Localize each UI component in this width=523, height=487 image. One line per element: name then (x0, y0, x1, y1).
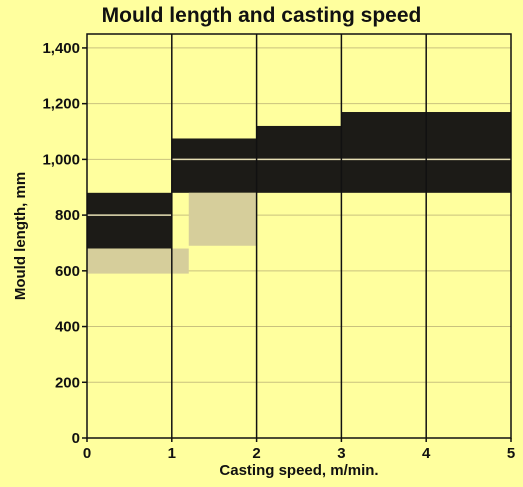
y-axis-title: Mould length, mm (12, 172, 29, 300)
plot-frame (86, 33, 512, 439)
vertical-grid-layer (171, 34, 427, 438)
grid-layer (87, 47, 511, 383)
x-tick-label: 3 (337, 445, 345, 462)
x-tick-label: 2 (252, 445, 260, 462)
x-tick-label: 1 (168, 445, 176, 462)
dark-band-0 (87, 192, 172, 249)
y-tick-label: 800 (55, 207, 80, 224)
y-tick-label: 0 (72, 430, 80, 447)
chart-title: Mould length and casting speed (101, 4, 422, 27)
tick-label-layer: 0 200 400 600 800 1,000 1,200 1,400 0 1 2 3 4 5 (42, 40, 515, 462)
y-tick-label: 400 (55, 319, 80, 336)
dark-band-1 (171, 138, 257, 193)
y-tick-label: 1,400 (42, 40, 80, 57)
light-band-0 (87, 248, 189, 274)
x-tick-label: 0 (83, 445, 91, 462)
y-tick-label: 600 (55, 263, 80, 280)
x-tick-label: 4 (422, 445, 431, 462)
x-tick-label: 5 (507, 445, 515, 462)
x-axis-title: Casting speed, m/min. (219, 462, 378, 479)
y-tick-label: 200 (55, 374, 80, 391)
y-tick-label: 1,000 (42, 151, 80, 168)
y-tick-label: 1,200 (42, 96, 80, 113)
light-band-1 (188, 192, 257, 246)
